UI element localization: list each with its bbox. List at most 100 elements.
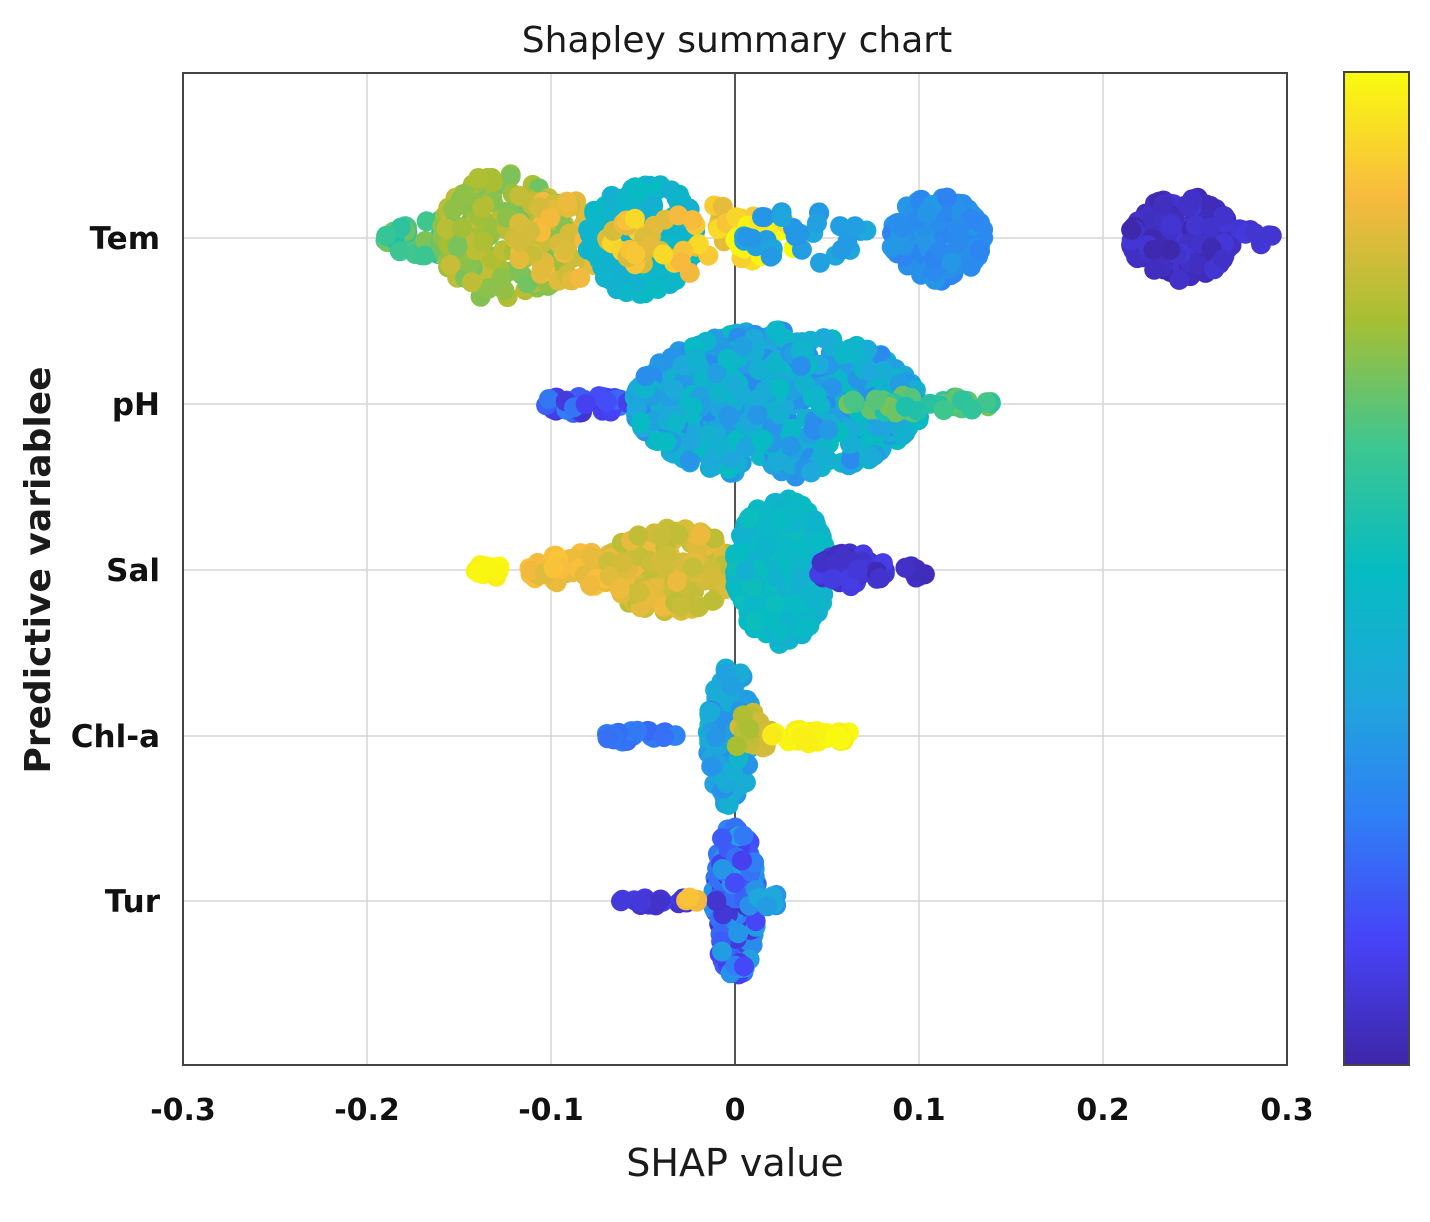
category-label: Tem	[90, 221, 160, 257]
shap-point	[447, 236, 468, 257]
shap-point	[754, 207, 775, 228]
shap-point	[557, 191, 577, 212]
shap-point	[1160, 239, 1181, 260]
shap-point	[617, 186, 638, 207]
shap-point	[790, 340, 811, 361]
shap-point	[414, 245, 435, 266]
shap-point	[538, 389, 559, 409]
shap-point	[509, 185, 530, 206]
shap-point	[718, 794, 739, 815]
shap-point	[415, 230, 436, 251]
y-category-labels: Tem pH Sal Chl-a Tur	[71, 221, 161, 920]
shap-point	[670, 252, 691, 273]
shap-point	[1244, 223, 1265, 244]
shap-point	[653, 727, 674, 747]
shap-point	[735, 561, 756, 581]
shap-point	[647, 279, 668, 299]
shap-point	[597, 728, 618, 749]
shap-point	[801, 462, 822, 483]
shap-point	[492, 267, 512, 288]
shap-point	[390, 217, 411, 238]
shap-point	[736, 437, 756, 458]
shap-point	[669, 184, 689, 205]
shap-point	[709, 382, 730, 403]
shap-point	[454, 183, 475, 204]
shap-point	[862, 446, 883, 467]
shap-point	[895, 396, 916, 417]
shap-point	[792, 537, 813, 558]
shap-point	[742, 576, 763, 597]
shap-point	[1185, 215, 1206, 236]
shap-point	[625, 244, 646, 265]
shap-point	[732, 336, 753, 357]
shap-point	[1144, 259, 1165, 280]
shap-point	[770, 378, 791, 399]
shap-point	[531, 259, 552, 280]
shap-point	[570, 267, 591, 288]
shap-point	[731, 384, 752, 405]
shap-point	[733, 525, 753, 546]
shap-point	[764, 593, 785, 614]
shap-point	[755, 536, 776, 557]
shap-point	[1161, 214, 1182, 235]
shap-point	[769, 404, 790, 425]
shap-point	[729, 542, 750, 563]
shap-point	[443, 199, 464, 220]
shap-point	[682, 210, 703, 231]
shap-point	[688, 234, 709, 255]
shap-point	[554, 240, 575, 261]
shap-point	[580, 575, 601, 596]
shap-point	[389, 241, 410, 262]
shap-point	[831, 239, 852, 260]
shap-point	[642, 194, 663, 214]
shap-point	[584, 200, 605, 221]
x-tick-label: 0.2	[1076, 1093, 1129, 1128]
shap-point	[961, 399, 982, 420]
shap-point	[509, 249, 530, 270]
category-label: pH	[112, 387, 160, 423]
chart-title: Shapley summary chart	[522, 20, 952, 61]
shap-point	[712, 196, 733, 217]
shap-point	[742, 594, 763, 614]
shap-point	[653, 244, 674, 265]
shap-point	[1200, 217, 1221, 238]
shap-point	[780, 436, 801, 456]
shap-point	[671, 596, 691, 617]
shap-point	[969, 239, 990, 260]
shap-point	[1143, 239, 1164, 260]
shap-point	[881, 237, 902, 258]
shap-point	[682, 397, 703, 418]
shap-point	[806, 385, 827, 406]
shap-point	[754, 380, 775, 401]
shap-point	[1169, 269, 1190, 290]
shap-point	[717, 348, 738, 369]
shap-point	[679, 450, 700, 471]
shap-point	[841, 449, 862, 470]
shap-point	[647, 431, 668, 451]
shap-point	[873, 361, 894, 382]
shap-point	[616, 282, 637, 302]
shap-point	[624, 208, 645, 229]
shap-point	[682, 557, 703, 578]
shap-point	[1188, 255, 1209, 276]
shap-point	[1213, 249, 1233, 270]
shap-point	[933, 400, 954, 420]
shap-point	[609, 578, 630, 599]
shap-point	[629, 582, 650, 603]
shap-point	[830, 216, 851, 237]
shap-point	[631, 892, 652, 913]
shap-point	[651, 526, 672, 547]
shap-point	[811, 447, 832, 468]
shap-point	[472, 197, 493, 218]
shap-point	[737, 227, 758, 248]
shap-point	[702, 567, 723, 588]
plot-frame	[182, 72, 1288, 1066]
shap-point	[724, 872, 745, 893]
shap-point	[822, 377, 842, 398]
shap-point	[790, 568, 811, 589]
shap-point	[451, 217, 472, 238]
shap-point	[807, 213, 827, 234]
shap-points	[375, 164, 1282, 985]
shap-point	[710, 437, 731, 458]
